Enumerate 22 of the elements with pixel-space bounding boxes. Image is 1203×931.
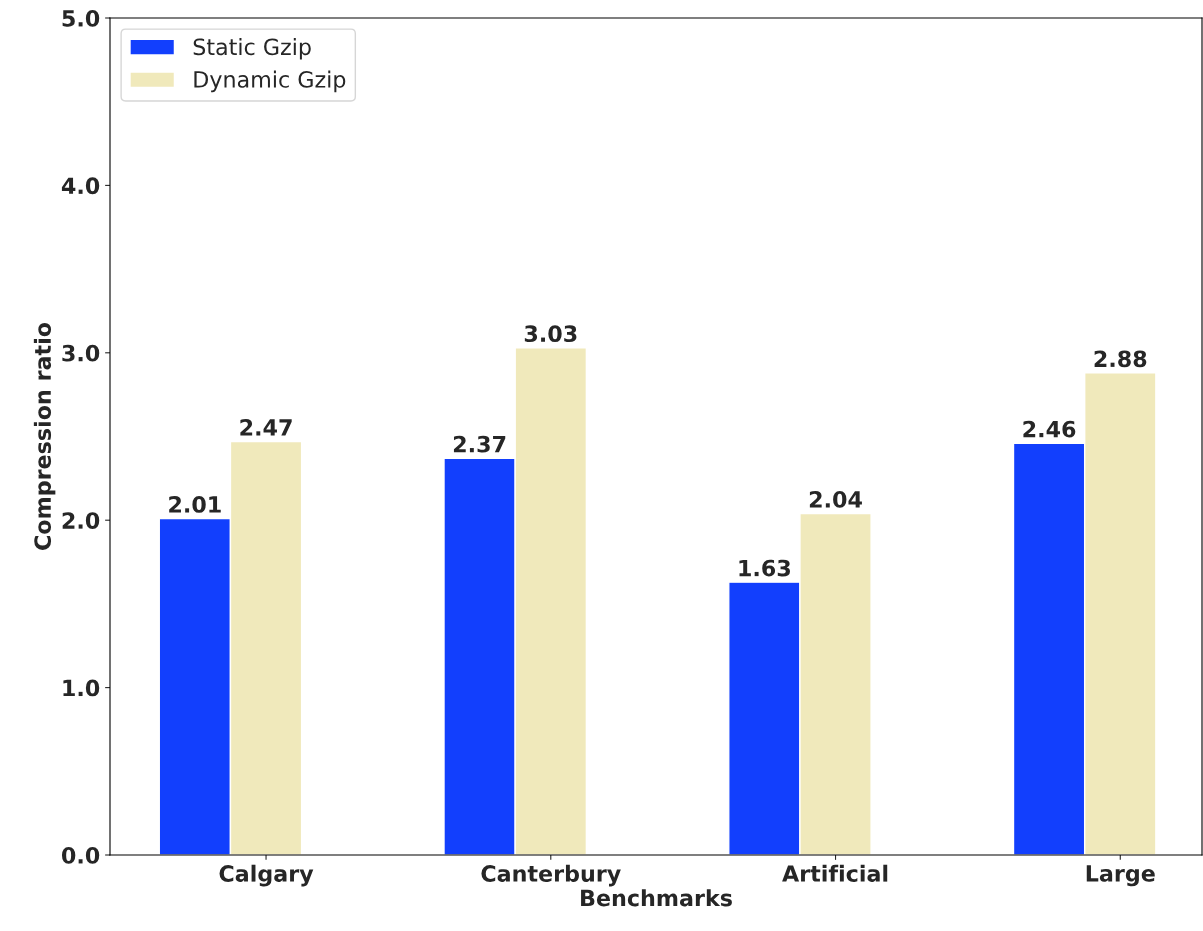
y-tick-label: 4.0	[61, 177, 100, 195]
data-label: 3.03	[524, 325, 577, 343]
data-label: 2.47	[240, 419, 292, 436]
x-tick-label: Calgary	[219, 864, 314, 887]
data-label: 2.37	[453, 435, 506, 453]
x-tick-label: Canterbury	[481, 864, 621, 887]
data-label: 2.88	[1094, 350, 1147, 368]
x-tick-label: Artificial	[782, 864, 888, 882]
y-tick-label: 5.0	[62, 9, 100, 27]
y-tick-label: 2.0	[62, 512, 100, 529]
data-label: 2.01	[169, 496, 221, 513]
legend-label: Static Gzip	[193, 38, 311, 60]
legend-label: Dynamic Gzip	[194, 70, 346, 93]
y-tick-label: 1.0	[63, 679, 100, 697]
x-axis-title: Benchmarks	[581, 889, 732, 907]
y-tick-label: 3.0	[62, 344, 100, 362]
data-label: 1.63	[739, 559, 790, 577]
data-label: 2.46	[1023, 420, 1076, 438]
data-label: 2.04	[809, 491, 862, 508]
x-tick-label: Large	[1086, 865, 1155, 887]
y-axis-title: Compression ratio	[33, 322, 56, 550]
y-tick-label: 0.0	[61, 846, 100, 864]
